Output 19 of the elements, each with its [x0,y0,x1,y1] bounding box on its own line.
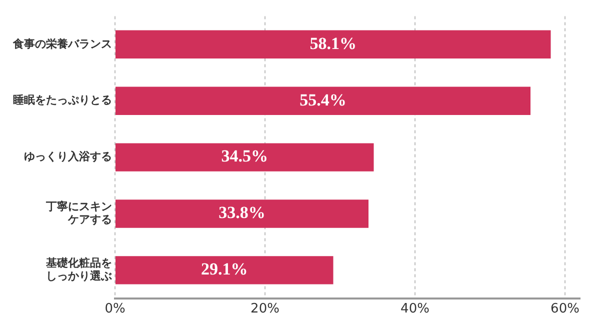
x-tick-label: 40% [400,302,430,317]
bar [116,86,530,115]
data-label: 58.1% [310,34,356,53]
y-tick-label: 丁寧にスキンケアする [45,200,112,226]
y-tick-label: 基礎化粧品をしっかり選ぶ [45,256,112,283]
bar [116,256,334,284]
data-label: 29.1% [201,260,248,279]
x-tick-label: 20% [250,302,280,317]
bar [116,143,374,172]
x-tick-label: 60% [550,302,580,317]
data-label: 55.4% [300,90,346,110]
data-label: 34.5% [221,146,268,166]
y-tick-label: 睡眠をたっぷりとる [13,94,112,107]
bar [116,200,368,228]
bar [116,30,551,59]
x-tick-label: 0% [104,302,126,317]
y-tick-label: ゆっくり入浴する [24,150,112,164]
data-label: 33.8% [218,203,266,222]
y-tick-label: 食事の栄養バランス [12,37,112,50]
